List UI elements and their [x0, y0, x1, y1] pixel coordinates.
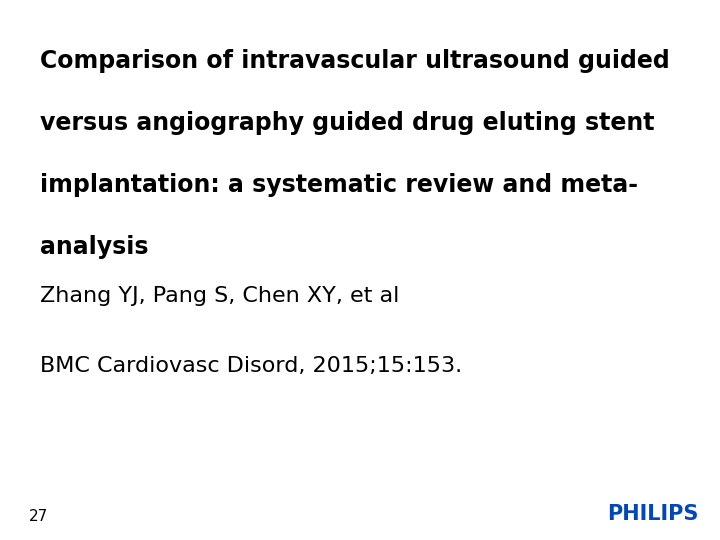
Text: versus angiography guided drug eluting stent: versus angiography guided drug eluting s… [40, 111, 654, 134]
Text: PHILIPS: PHILIPS [607, 504, 698, 524]
Text: Comparison of intravascular ultrasound guided: Comparison of intravascular ultrasound g… [40, 49, 670, 72]
Text: Zhang YJ, Pang S, Chen XY, et al: Zhang YJ, Pang S, Chen XY, et al [40, 286, 399, 306]
Text: 27: 27 [29, 509, 48, 524]
Text: analysis: analysis [40, 235, 148, 259]
Text: implantation: a systematic review and meta-: implantation: a systematic review and me… [40, 173, 638, 197]
Text: BMC Cardiovasc Disord, 2015;15:153.: BMC Cardiovasc Disord, 2015;15:153. [40, 356, 462, 376]
